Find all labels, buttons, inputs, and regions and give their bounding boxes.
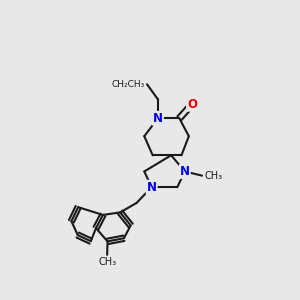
Text: CH₂CH₃: CH₂CH₃: [112, 80, 145, 89]
Text: CH₃: CH₃: [98, 257, 116, 267]
Text: N: N: [147, 181, 157, 194]
Text: CH₃: CH₃: [204, 171, 222, 181]
Text: N: N: [180, 165, 190, 178]
Text: N: N: [153, 112, 163, 125]
Text: O: O: [187, 98, 197, 111]
